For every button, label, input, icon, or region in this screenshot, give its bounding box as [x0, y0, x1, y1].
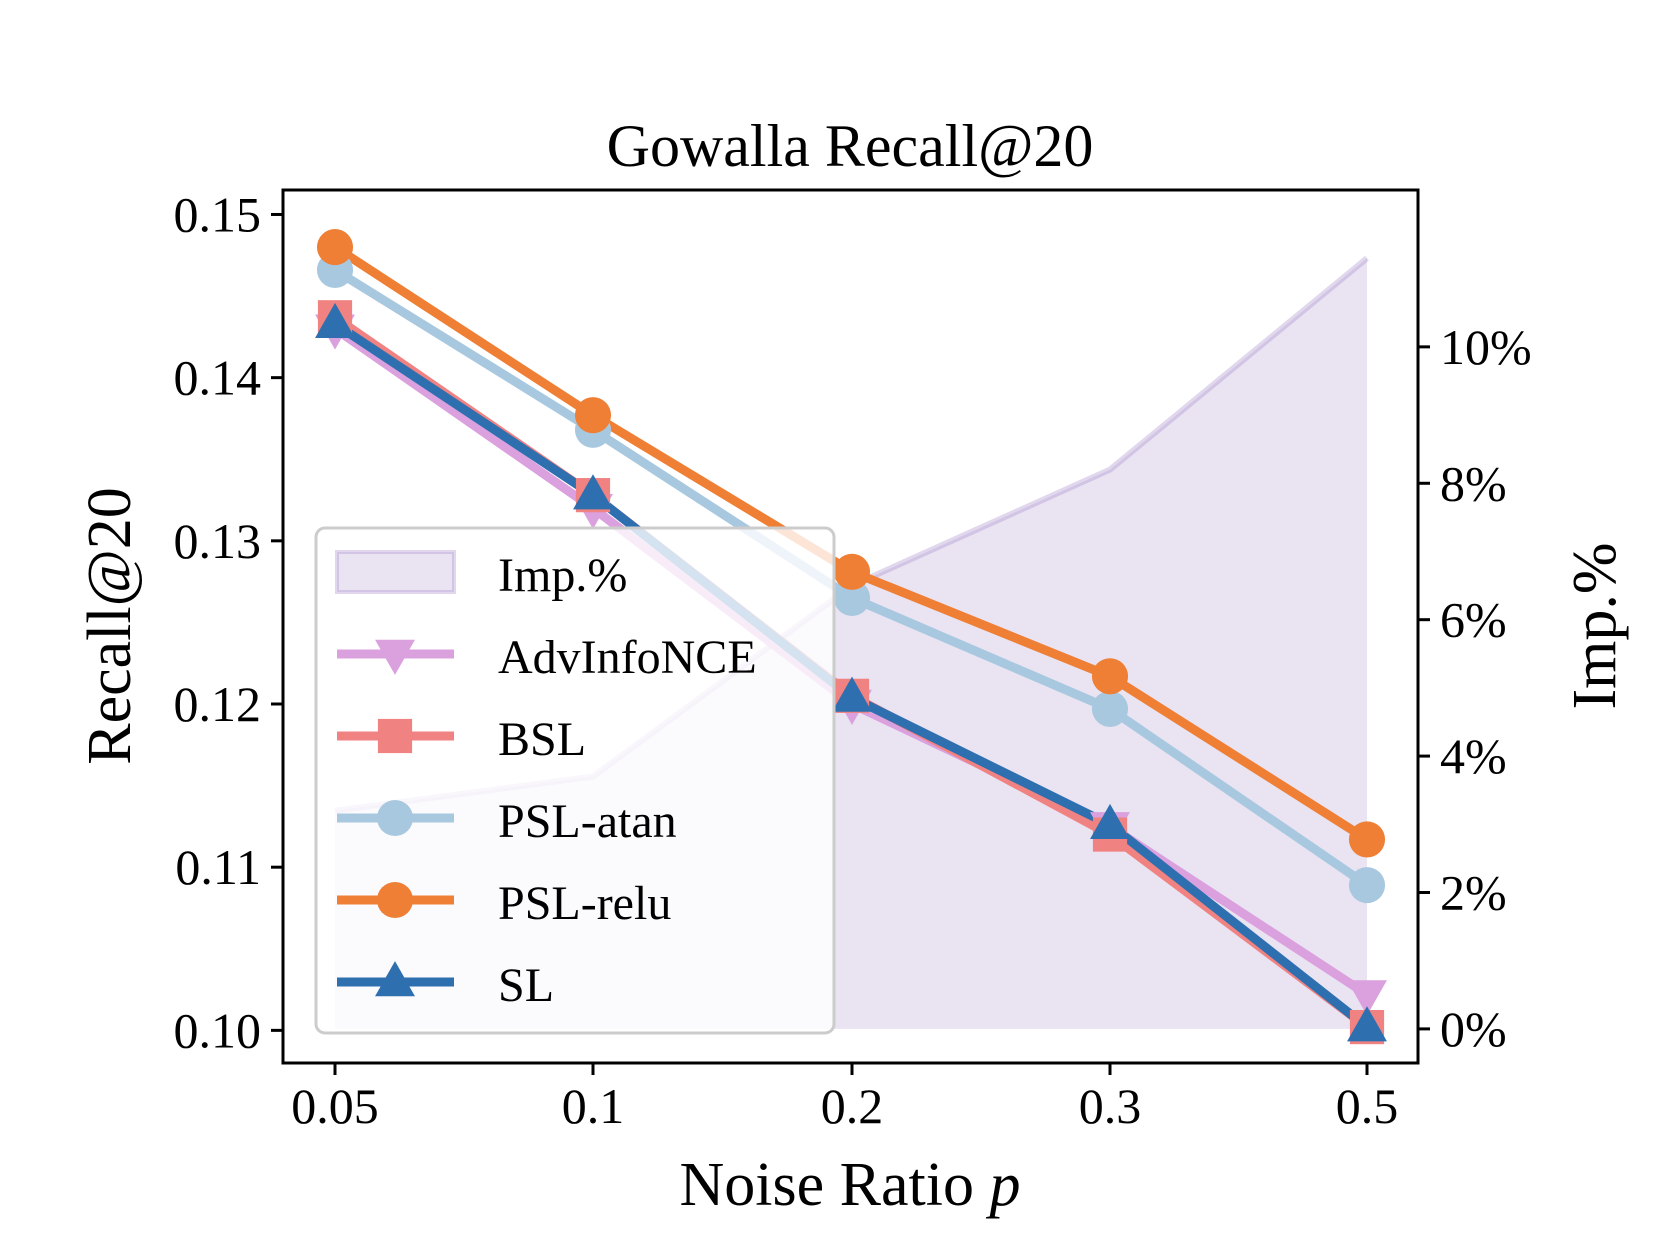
- y2-tick-label: 6%: [1440, 592, 1507, 648]
- point-psl-atan-0-2: [833, 579, 871, 616]
- point-sl-0-3: [1090, 803, 1130, 840]
- point-sl-0-5: [1347, 1006, 1387, 1042]
- y-tick-label: 0.13: [174, 513, 262, 569]
- y-axis-title: Recall@20: [76, 487, 144, 764]
- y-tick-label: 0.10: [174, 1002, 262, 1058]
- x-tick-label: 0.1: [562, 1078, 625, 1134]
- y2-tick-label: 8%: [1440, 455, 1507, 511]
- point-psl-relu-0-05: [316, 229, 354, 266]
- legend-key-marker-psl-relu: [376, 881, 414, 919]
- x-axis-title-variable: p: [985, 1151, 1020, 1219]
- x-axis-title-text: Noise Ratio: [680, 1151, 974, 1219]
- legend-key-marker-psl-atan: [376, 799, 414, 837]
- y2-axis-title: Imp.%: [1561, 542, 1629, 709]
- point-psl-relu-0-2: [833, 553, 871, 590]
- legend-label-advinfonce: AdvInfoNCE: [498, 631, 757, 684]
- point-sl-0-05: [315, 302, 355, 339]
- legend-key-marker-sl: [375, 961, 415, 997]
- y-tick-label: 0.14: [174, 350, 262, 406]
- x-tick-label: 0.05: [291, 1078, 379, 1134]
- legend-label-bsl: BSL: [498, 713, 586, 766]
- point-sl-0-2: [832, 676, 872, 712]
- point-sl-0-1: [573, 474, 613, 510]
- legend-label-psl-relu: PSL-relu: [498, 877, 671, 930]
- chart-title: Gowalla Recall@20: [607, 113, 1094, 179]
- point-advinfonce-0-5: [1347, 980, 1387, 1016]
- legend-label-psl-atan: PSL-atan: [498, 795, 677, 848]
- y-tick-label: 0.11: [175, 839, 261, 895]
- x-tick-label: 0.2: [821, 1078, 884, 1134]
- y-tick-label: 0.12: [174, 676, 262, 732]
- legend: Imp.% AdvInfoNCE BSL PSL-atan PSL-relu S…: [314, 526, 836, 1035]
- y2-tick-label: 10%: [1440, 319, 1532, 375]
- y2-tick-label: 2%: [1440, 864, 1507, 920]
- y-tick-label: 0.15: [174, 186, 262, 242]
- legend-label-imp: Imp.%: [498, 549, 627, 602]
- legend-key-marker-advinfonce: [375, 639, 415, 675]
- legend-keys: [335, 550, 456, 997]
- series-markers-layer: [315, 229, 1387, 1045]
- x-axis-title: Noise Ratio p: [680, 1151, 1021, 1219]
- point-psl-atan-0-5: [1348, 867, 1386, 904]
- x-tick-label: 0.5: [1336, 1078, 1399, 1134]
- point-psl-relu-0-1: [574, 397, 612, 434]
- axis-ticks: 0.10 0.11 0.12 0.13 0.14 0.15 0% 2% 4% 6% 8% 10% 0.0…: [174, 186, 1532, 1134]
- legend-frame: [314, 526, 836, 1035]
- legend-key-marker-bsl: [377, 718, 413, 754]
- legend-label-sl: SL: [498, 959, 554, 1012]
- point-psl-atan-0-3: [1091, 690, 1129, 727]
- y2-tick-label: 0%: [1440, 1001, 1507, 1057]
- point-psl-relu-0-3: [1091, 658, 1129, 695]
- y2-tick-label: 4%: [1440, 728, 1507, 784]
- legend-key-imp: [335, 550, 456, 594]
- point-psl-relu-0-5: [1348, 821, 1386, 858]
- x-tick-label: 0.3: [1079, 1078, 1142, 1134]
